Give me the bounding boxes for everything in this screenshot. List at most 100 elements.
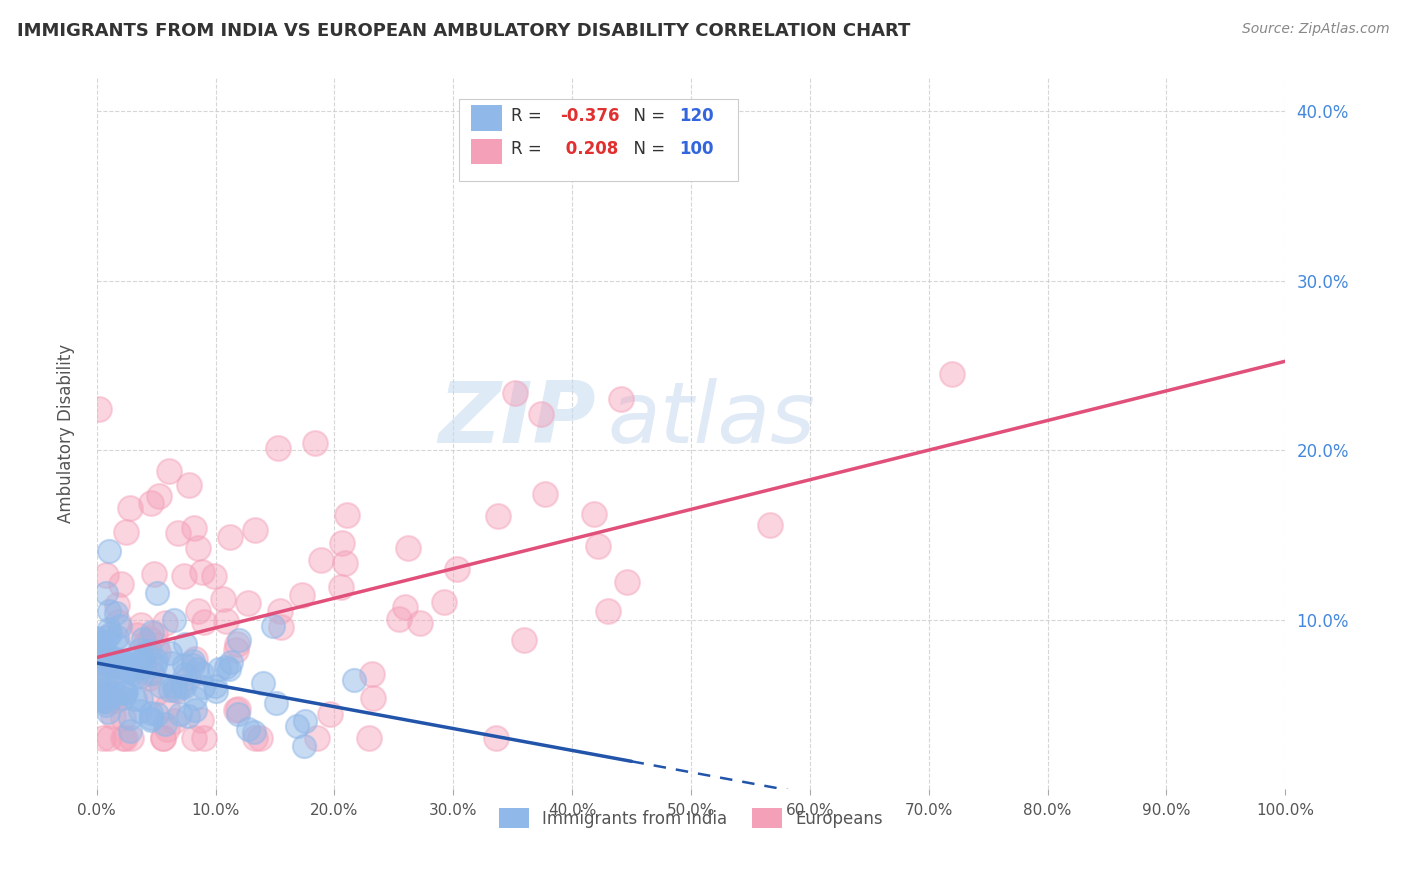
Point — [309, 553, 332, 567]
Point — [446, 562, 468, 576]
Point — [97, 604, 120, 618]
Point — [129, 692, 152, 706]
Point — [96, 568, 118, 582]
Point — [114, 731, 136, 746]
Point — [96, 630, 118, 644]
Point — [117, 663, 139, 677]
Point — [111, 731, 134, 746]
Point — [191, 680, 214, 694]
Point — [112, 711, 135, 725]
Point — [170, 679, 193, 693]
Text: N =: N = — [623, 140, 671, 158]
Point — [183, 658, 205, 673]
Point — [186, 604, 208, 618]
Point — [166, 682, 188, 697]
Point — [93, 635, 115, 649]
Point — [330, 535, 353, 549]
Text: atlas: atlas — [607, 377, 815, 460]
Point — [226, 707, 249, 722]
Point — [307, 731, 329, 746]
Point — [155, 615, 177, 630]
Point — [86, 631, 108, 645]
Point — [90, 683, 112, 698]
Point — [94, 698, 117, 712]
Point — [108, 619, 131, 633]
Point — [292, 739, 315, 753]
Point — [610, 392, 633, 406]
Text: IMMIGRANTS FROM INDIA VS EUROPEAN AMBULATORY DISABILITY CORRELATION CHART: IMMIGRANTS FROM INDIA VS EUROPEAN AMBULA… — [17, 22, 910, 40]
Point — [105, 669, 128, 683]
Point — [160, 656, 183, 670]
Point — [174, 667, 197, 681]
Point — [142, 566, 165, 581]
Point — [207, 662, 229, 676]
Point — [238, 596, 260, 610]
Point — [598, 604, 620, 618]
Point — [249, 731, 271, 746]
Point — [228, 633, 250, 648]
Point — [202, 569, 225, 583]
Point — [110, 577, 132, 591]
Point — [156, 699, 179, 714]
Point — [941, 368, 963, 382]
Point — [211, 591, 233, 606]
Point — [186, 662, 208, 676]
Point — [513, 632, 536, 647]
Point — [156, 722, 179, 736]
Point — [269, 604, 291, 618]
Point — [89, 689, 111, 703]
Point — [112, 655, 135, 669]
Point — [94, 657, 117, 672]
Point — [146, 586, 169, 600]
Point — [294, 714, 316, 729]
Point — [91, 645, 114, 659]
Point — [104, 693, 127, 707]
Point — [177, 709, 200, 723]
Y-axis label: Ambulatory Disability: Ambulatory Disability — [58, 343, 75, 523]
Point — [190, 713, 212, 727]
Point — [191, 565, 214, 579]
Point — [183, 731, 205, 746]
Point — [111, 686, 134, 700]
Point — [87, 671, 110, 685]
Point — [98, 544, 121, 558]
Point — [93, 694, 115, 708]
Point — [167, 526, 190, 541]
Point — [105, 664, 128, 678]
Point — [485, 731, 508, 746]
Point — [163, 614, 186, 628]
Point — [193, 615, 215, 629]
FancyBboxPatch shape — [460, 99, 738, 181]
Point — [120, 663, 142, 677]
Point — [333, 556, 356, 570]
Point — [132, 660, 155, 674]
Point — [143, 658, 166, 673]
Text: 120: 120 — [679, 107, 714, 125]
Point — [87, 654, 110, 668]
Point — [129, 618, 152, 632]
Point — [152, 731, 174, 746]
Point — [150, 679, 173, 693]
Text: 100: 100 — [679, 140, 714, 158]
Point — [173, 658, 195, 673]
Point — [87, 673, 110, 688]
Point — [252, 676, 274, 690]
Point — [139, 713, 162, 727]
Point — [758, 518, 780, 533]
Point — [101, 708, 124, 723]
Point — [225, 643, 247, 657]
Point — [91, 731, 114, 746]
Point — [163, 714, 186, 728]
Point — [104, 656, 127, 670]
Point — [179, 477, 201, 491]
Text: R =: R = — [512, 107, 547, 125]
Point — [145, 639, 167, 653]
Point — [219, 656, 242, 670]
Point — [124, 691, 146, 706]
Point — [159, 683, 181, 698]
Point — [181, 654, 204, 668]
Point — [118, 711, 141, 725]
Point — [291, 588, 314, 602]
Point — [534, 487, 557, 501]
Point — [122, 666, 145, 681]
